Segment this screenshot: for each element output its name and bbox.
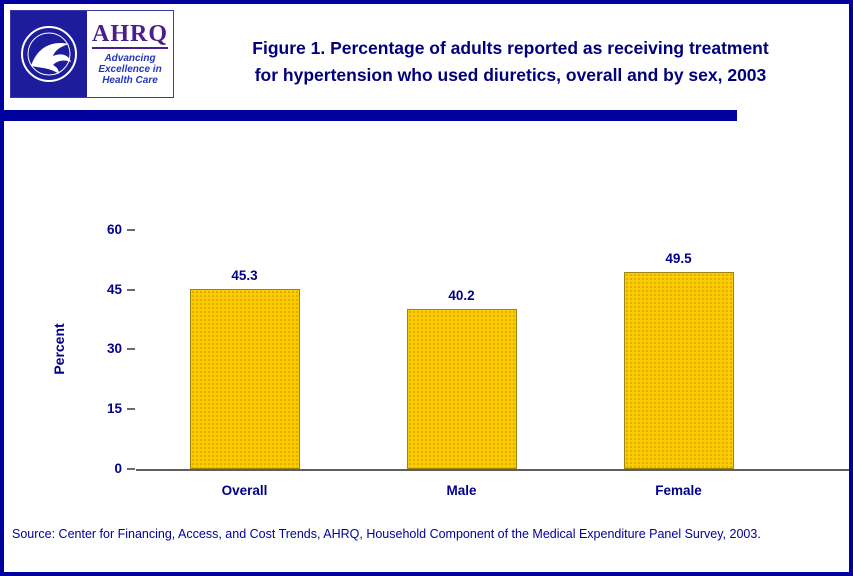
value-label-overall: 45.3 (231, 267, 258, 283)
y-tick-label-45: 45 (106, 282, 122, 297)
divider-bar (4, 110, 737, 121)
category-label-male: Male (446, 483, 477, 498)
bar-column-male: 40.2 (353, 230, 570, 469)
value-label-female: 49.5 (665, 250, 692, 266)
x-axis-labels: Overall Male Female (136, 483, 849, 498)
y-tick-mark (127, 348, 135, 350)
ahrq-logo: AHRQ Advancing Excellence in Health Care (87, 11, 173, 97)
ahrq-tagline-line1: Advancing (104, 53, 156, 64)
y-tick-mark (127, 289, 135, 291)
ahrq-tagline: Advancing Excellence in Health Care (98, 53, 161, 86)
x-labels-right-spacer (787, 483, 849, 498)
logo-block: AHRQ Advancing Excellence in Health Care (10, 10, 174, 98)
y-tick-mark (127, 229, 135, 231)
bar-male (406, 308, 517, 469)
y-tick-label-30: 30 (106, 341, 122, 356)
ahrq-tagline-line3: Health Care (102, 75, 158, 86)
figure-title: Figure 1. Percentage of adults reported … (182, 35, 839, 89)
ahrq-tagline-line2: Excellence in (98, 64, 162, 75)
plot-area: 45.3 40.2 49.5 (136, 230, 849, 471)
hhs-seal-icon (21, 26, 77, 82)
value-label-male: 40.2 (448, 287, 475, 303)
bar-column-overall: 45.3 (136, 230, 353, 469)
y-tick-label-0: 0 (114, 461, 122, 476)
y-tick-mark (127, 408, 135, 410)
bar-female (623, 271, 734, 469)
y-tick-label-15: 15 (106, 401, 122, 416)
ahrq-acronym: AHRQ (92, 21, 168, 49)
source-note: Source: Center for Financing, Access, an… (12, 527, 761, 541)
figure-title-line1: Figure 1. Percentage of adults reported … (252, 38, 769, 58)
y-tick-mark (127, 468, 135, 470)
category-label-overall: Overall (221, 483, 268, 498)
y-axis-label: Percent (51, 323, 67, 375)
figure-title-line2: for hypertension who used diuretics, ove… (254, 65, 767, 85)
y-tick-label-60: 60 (106, 222, 122, 237)
bar-overall (189, 288, 300, 469)
bar-column-female: 49.5 (570, 230, 787, 469)
category-label-female: Female (655, 483, 702, 498)
hhs-logo (11, 11, 87, 97)
